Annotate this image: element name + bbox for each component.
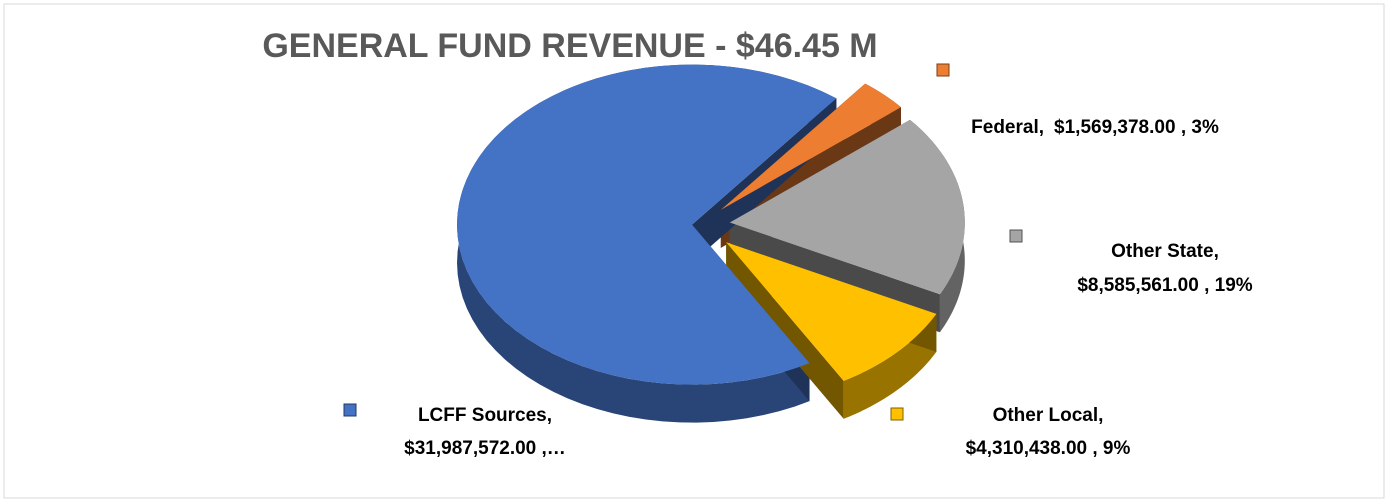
slice <box>457 64 837 385</box>
data-label: LCFF Sources, <box>418 405 552 426</box>
label-name: Federal <box>971 117 1039 138</box>
label-value: $4,310,438.00 , 9% <box>966 438 1131 459</box>
label-separator: , <box>547 405 552 426</box>
legend-key <box>890 407 904 421</box>
label-separator: , <box>1098 405 1103 426</box>
chart-title: GENERAL FUND REVENUE - $46.45 M <box>262 27 877 65</box>
slice <box>726 242 937 381</box>
slice-wall <box>726 242 844 419</box>
data-label: Federal, $1,569,378.00 , 3% <box>971 117 1219 138</box>
legend-key <box>1009 229 1023 243</box>
label-value: $8,585,561.00 , 19% <box>1077 275 1252 296</box>
label-name: Other State <box>1111 241 1213 262</box>
slice <box>729 119 965 295</box>
label-value: $1,569,378.00 , 3% <box>1054 117 1219 138</box>
legend-key <box>343 403 357 417</box>
data-label: Other State, <box>1111 241 1219 262</box>
legend-key <box>936 63 950 77</box>
label-separator: , <box>1214 241 1219 262</box>
label-separator: , <box>1039 117 1044 138</box>
label-name: LCFF Sources <box>418 405 547 426</box>
label-value: $31,987,572.00 ,… <box>404 438 566 459</box>
pie-tops <box>457 64 965 385</box>
label-name: Other Local <box>993 405 1099 426</box>
slice <box>720 83 902 210</box>
data-labels: LCFF Sources, $31,987,572.00 ,… Federal, $1… <box>343 63 1253 459</box>
data-label: Other Local, <box>993 405 1104 426</box>
